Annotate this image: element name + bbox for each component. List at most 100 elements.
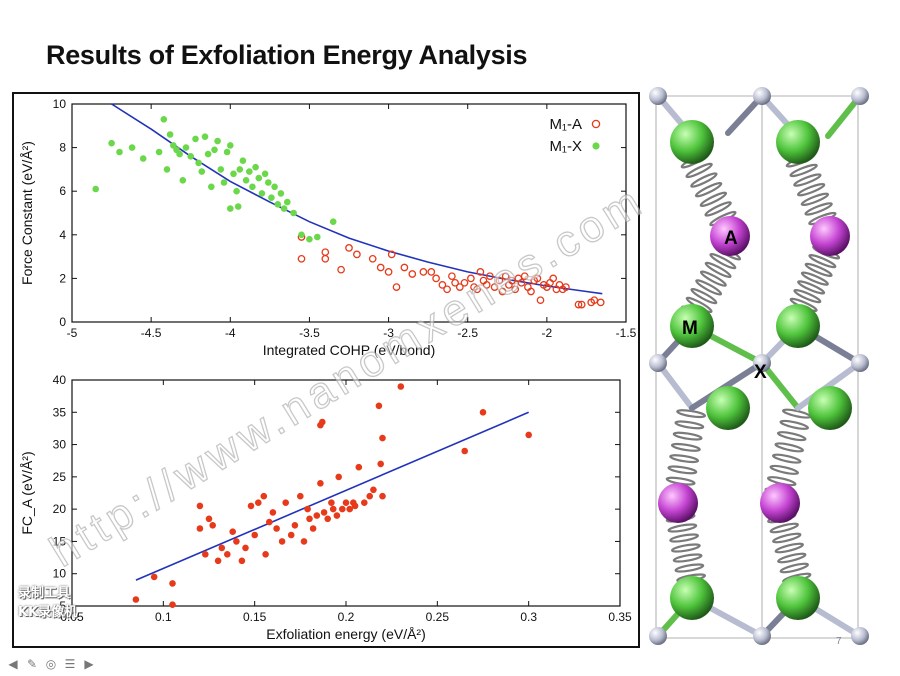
slide-nav: ◀ ✎ ◎ ☰ ▶ bbox=[6, 655, 96, 673]
data-point bbox=[574, 300, 583, 309]
x-atom bbox=[851, 87, 869, 105]
badge-line1: 录制工具 bbox=[18, 586, 71, 601]
spring-coil bbox=[704, 261, 732, 279]
data-point bbox=[211, 146, 218, 154]
data-point bbox=[320, 509, 328, 516]
a-atom bbox=[710, 216, 750, 256]
data-point bbox=[353, 250, 361, 259]
x-tick-label: 0.35 bbox=[608, 610, 632, 624]
data-point bbox=[128, 144, 136, 151]
y-tick-label: 10 bbox=[53, 97, 67, 111]
data-point bbox=[328, 499, 335, 507]
spring-coil bbox=[674, 563, 705, 573]
data-point bbox=[448, 272, 456, 281]
y-tick-label: 0 bbox=[59, 315, 66, 329]
data-point bbox=[209, 522, 216, 529]
spring-coil bbox=[796, 182, 826, 197]
data-point bbox=[116, 148, 123, 156]
data-point bbox=[196, 502, 204, 510]
data-point bbox=[443, 285, 451, 294]
x-atom bbox=[649, 354, 667, 372]
data-point bbox=[132, 596, 140, 603]
data-point bbox=[460, 278, 469, 287]
data-point bbox=[108, 139, 115, 147]
menu-icon[interactable]: ☰ bbox=[64, 657, 76, 671]
data-point bbox=[333, 512, 341, 519]
data-point bbox=[201, 133, 209, 140]
y-tick-label: 10 bbox=[53, 567, 67, 581]
m-atom bbox=[776, 304, 820, 348]
data-point bbox=[455, 283, 464, 291]
crystal-structure: A M X bbox=[649, 87, 869, 645]
spring-coil bbox=[793, 289, 822, 304]
plots-svg: -5 -4.5 -4 -3.5 -3 -2.5 -2 -1.5 0 2 4 6 8 10 Integrate… bbox=[19, 97, 637, 642]
x-tick-label: -3.5 bbox=[299, 326, 320, 340]
data-point bbox=[366, 492, 374, 500]
data-point bbox=[427, 268, 436, 276]
data-point bbox=[313, 512, 321, 519]
data-point bbox=[329, 218, 337, 225]
pen-icon[interactable]: ✎ bbox=[26, 657, 38, 671]
data-point bbox=[262, 551, 269, 558]
next-arrow-icon[interactable]: ▶ bbox=[84, 657, 94, 671]
data-point bbox=[368, 254, 377, 263]
y-tick-label: 4 bbox=[59, 228, 66, 242]
data-point bbox=[220, 179, 228, 186]
x-atom bbox=[851, 627, 869, 645]
slide-title: Results of Exfoliation Energy Analysis bbox=[46, 40, 528, 70]
data-point bbox=[92, 185, 99, 193]
data-point bbox=[306, 515, 313, 523]
data-point bbox=[324, 515, 332, 523]
data-point bbox=[596, 298, 605, 307]
data-point bbox=[482, 281, 491, 289]
spring-coil bbox=[800, 271, 829, 286]
x-atom bbox=[753, 354, 771, 372]
spring-coil bbox=[771, 453, 802, 464]
spring-coil bbox=[769, 464, 800, 475]
x-atom bbox=[753, 87, 771, 105]
spring-coil bbox=[699, 270, 727, 287]
data-point bbox=[451, 278, 459, 287]
spring-coil bbox=[704, 201, 732, 217]
spring-bond bbox=[663, 409, 707, 497]
label-x: X bbox=[754, 362, 767, 383]
data-point bbox=[271, 183, 278, 191]
spring-coil bbox=[667, 523, 698, 533]
data-point bbox=[205, 515, 213, 523]
data-point bbox=[239, 157, 247, 164]
m-atom bbox=[706, 386, 750, 430]
slides-icon[interactable]: ◎ bbox=[45, 657, 57, 671]
y-axis-label: Force Constant (eV/Å²) bbox=[19, 141, 35, 285]
data-point bbox=[400, 263, 409, 272]
data-point bbox=[498, 287, 507, 296]
bond bbox=[759, 360, 801, 411]
data-point bbox=[224, 551, 231, 558]
y-tick-label: 5 bbox=[59, 599, 66, 613]
spring-coil bbox=[779, 419, 810, 430]
data-point bbox=[204, 150, 212, 158]
a-atom bbox=[760, 483, 800, 523]
x-axis-label: Exfoliation energy (eV/Å²) bbox=[266, 626, 426, 642]
legend-label: M₁-A bbox=[549, 116, 582, 133]
spring-coil bbox=[667, 465, 698, 475]
m-atom bbox=[776, 120, 820, 164]
data-point bbox=[355, 463, 363, 471]
spring-coil bbox=[670, 442, 701, 452]
x-tick-label: -2.5 bbox=[457, 326, 478, 340]
spring-coil bbox=[793, 173, 822, 187]
badge-line2: KK录像机 bbox=[18, 605, 78, 620]
spring-coil bbox=[672, 431, 703, 441]
data-point bbox=[249, 183, 256, 191]
x-tick-label: 0.15 bbox=[243, 610, 267, 624]
label-a: A bbox=[724, 228, 738, 249]
data-point bbox=[495, 276, 504, 285]
data-point bbox=[273, 525, 280, 532]
prev-arrow-icon[interactable]: ◀ bbox=[8, 657, 18, 671]
data-point bbox=[160, 116, 168, 123]
legend-marker bbox=[591, 119, 601, 129]
x-tick-label: 0.05 bbox=[60, 610, 84, 624]
bond bbox=[689, 360, 765, 411]
data-point bbox=[467, 274, 475, 283]
spring-coil bbox=[672, 553, 703, 563]
x-atom bbox=[753, 627, 771, 645]
